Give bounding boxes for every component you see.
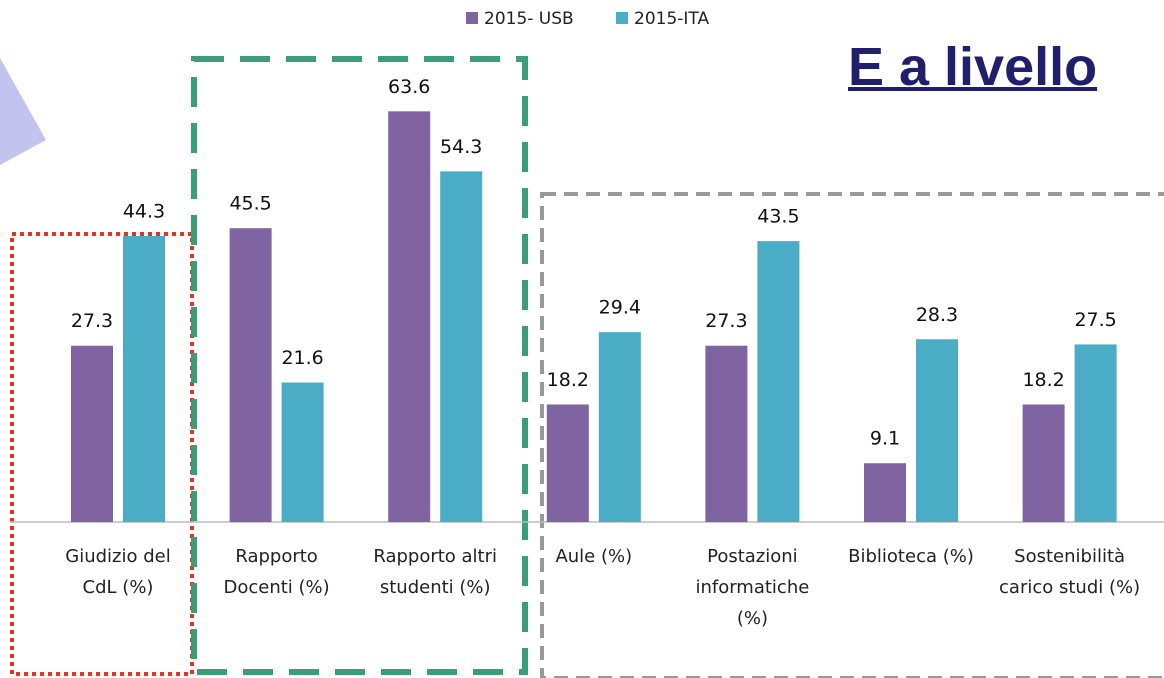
- x-tick-label: Rapporto Docenti (%): [223, 546, 330, 598]
- highlight-box: [191, 56, 528, 675]
- data-label: 27.3: [71, 310, 113, 332]
- bar: [1022, 404, 1065, 522]
- bar: [229, 228, 272, 522]
- bar: [1074, 344, 1117, 522]
- bar: [546, 404, 589, 522]
- bar: [440, 171, 483, 522]
- data-label: 27.5: [1074, 309, 1116, 331]
- x-tick-label: Biblioteca (%): [848, 546, 974, 567]
- x-tick-label: Sostenibilità carico studi (%): [999, 546, 1141, 598]
- bar: [916, 339, 958, 522]
- x-tick-label: Rapporto altri studenti (%): [373, 546, 498, 598]
- highlight-box: [540, 192, 1164, 678]
- legend-swatch: [616, 12, 628, 24]
- data-label: 9.1: [870, 428, 900, 450]
- bar: [388, 111, 431, 522]
- data-label: 21.6: [281, 347, 323, 369]
- data-label: 63.6: [388, 76, 430, 98]
- decor-triangle: [0, 58, 46, 165]
- bar: [598, 332, 641, 522]
- data-label: 44.3: [123, 200, 165, 222]
- bar: [281, 382, 324, 522]
- bar: [123, 235, 165, 522]
- data-label: 18.2: [1022, 369, 1064, 391]
- data-label: 54.3: [440, 136, 482, 158]
- x-tick-label: Postazioni informatiche (%): [695, 546, 810, 629]
- x-tick-label: Aule (%): [555, 546, 633, 567]
- bar: [705, 345, 748, 522]
- bar: [864, 463, 906, 522]
- x-tick-label: Giudizio del CdL (%): [65, 546, 171, 598]
- legend-label: 2015-ITA: [634, 9, 709, 29]
- legend-label: 2015- USB: [484, 9, 574, 29]
- data-label: 28.3: [916, 304, 958, 326]
- legend-swatch: [466, 12, 478, 24]
- data-label: 45.5: [229, 193, 271, 215]
- bar: [71, 345, 113, 522]
- data-label: 18.2: [547, 369, 589, 391]
- data-label: 29.4: [599, 297, 641, 319]
- bar: [757, 241, 800, 522]
- heading: E a livello: [848, 37, 1098, 97]
- data-label: 27.3: [705, 310, 747, 332]
- data-label: 43.5: [757, 206, 799, 228]
